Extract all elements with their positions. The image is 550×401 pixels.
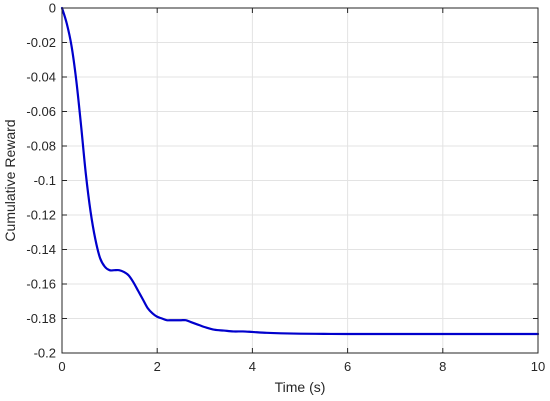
y-tick-label: -0.18	[26, 311, 56, 326]
y-tick-label: -0.06	[26, 104, 56, 119]
x-tick-label: 2	[154, 359, 161, 374]
y-tick-label: -0.2	[34, 346, 56, 361]
x-tick-labels: 0 2 4 6 8 10	[58, 359, 545, 374]
y-tick-label: -0.08	[26, 139, 56, 154]
y-tick-label: -0.02	[26, 35, 56, 50]
tick-marks	[61, 7, 539, 354]
y-tick-label: -0.12	[26, 208, 56, 223]
x-tick-label: 0	[58, 359, 65, 374]
y-tick-label: -0.1	[34, 173, 56, 188]
y-tick-label: -0.04	[26, 70, 56, 85]
series-line	[60, 6, 540, 336]
x-tick-label: 8	[439, 359, 446, 374]
y-tick-label: -0.14	[26, 242, 56, 257]
y-tick-labels: 0 -0.02 -0.04 -0.06 -0.08 -0.1 -0.12 -0.14 -0.16…	[26, 1, 56, 361]
y-tick-label: -0.16	[26, 277, 56, 292]
series-layer	[60, 6, 540, 336]
y-axis-label: Cumulative Reward	[2, 119, 18, 241]
x-tick-label: 4	[249, 359, 256, 374]
x-tick-label: 10	[531, 359, 545, 374]
x-axis-label: Time (s)	[275, 379, 326, 395]
x-tick-label: 6	[344, 359, 351, 374]
y-tick-label: 0	[49, 1, 56, 16]
